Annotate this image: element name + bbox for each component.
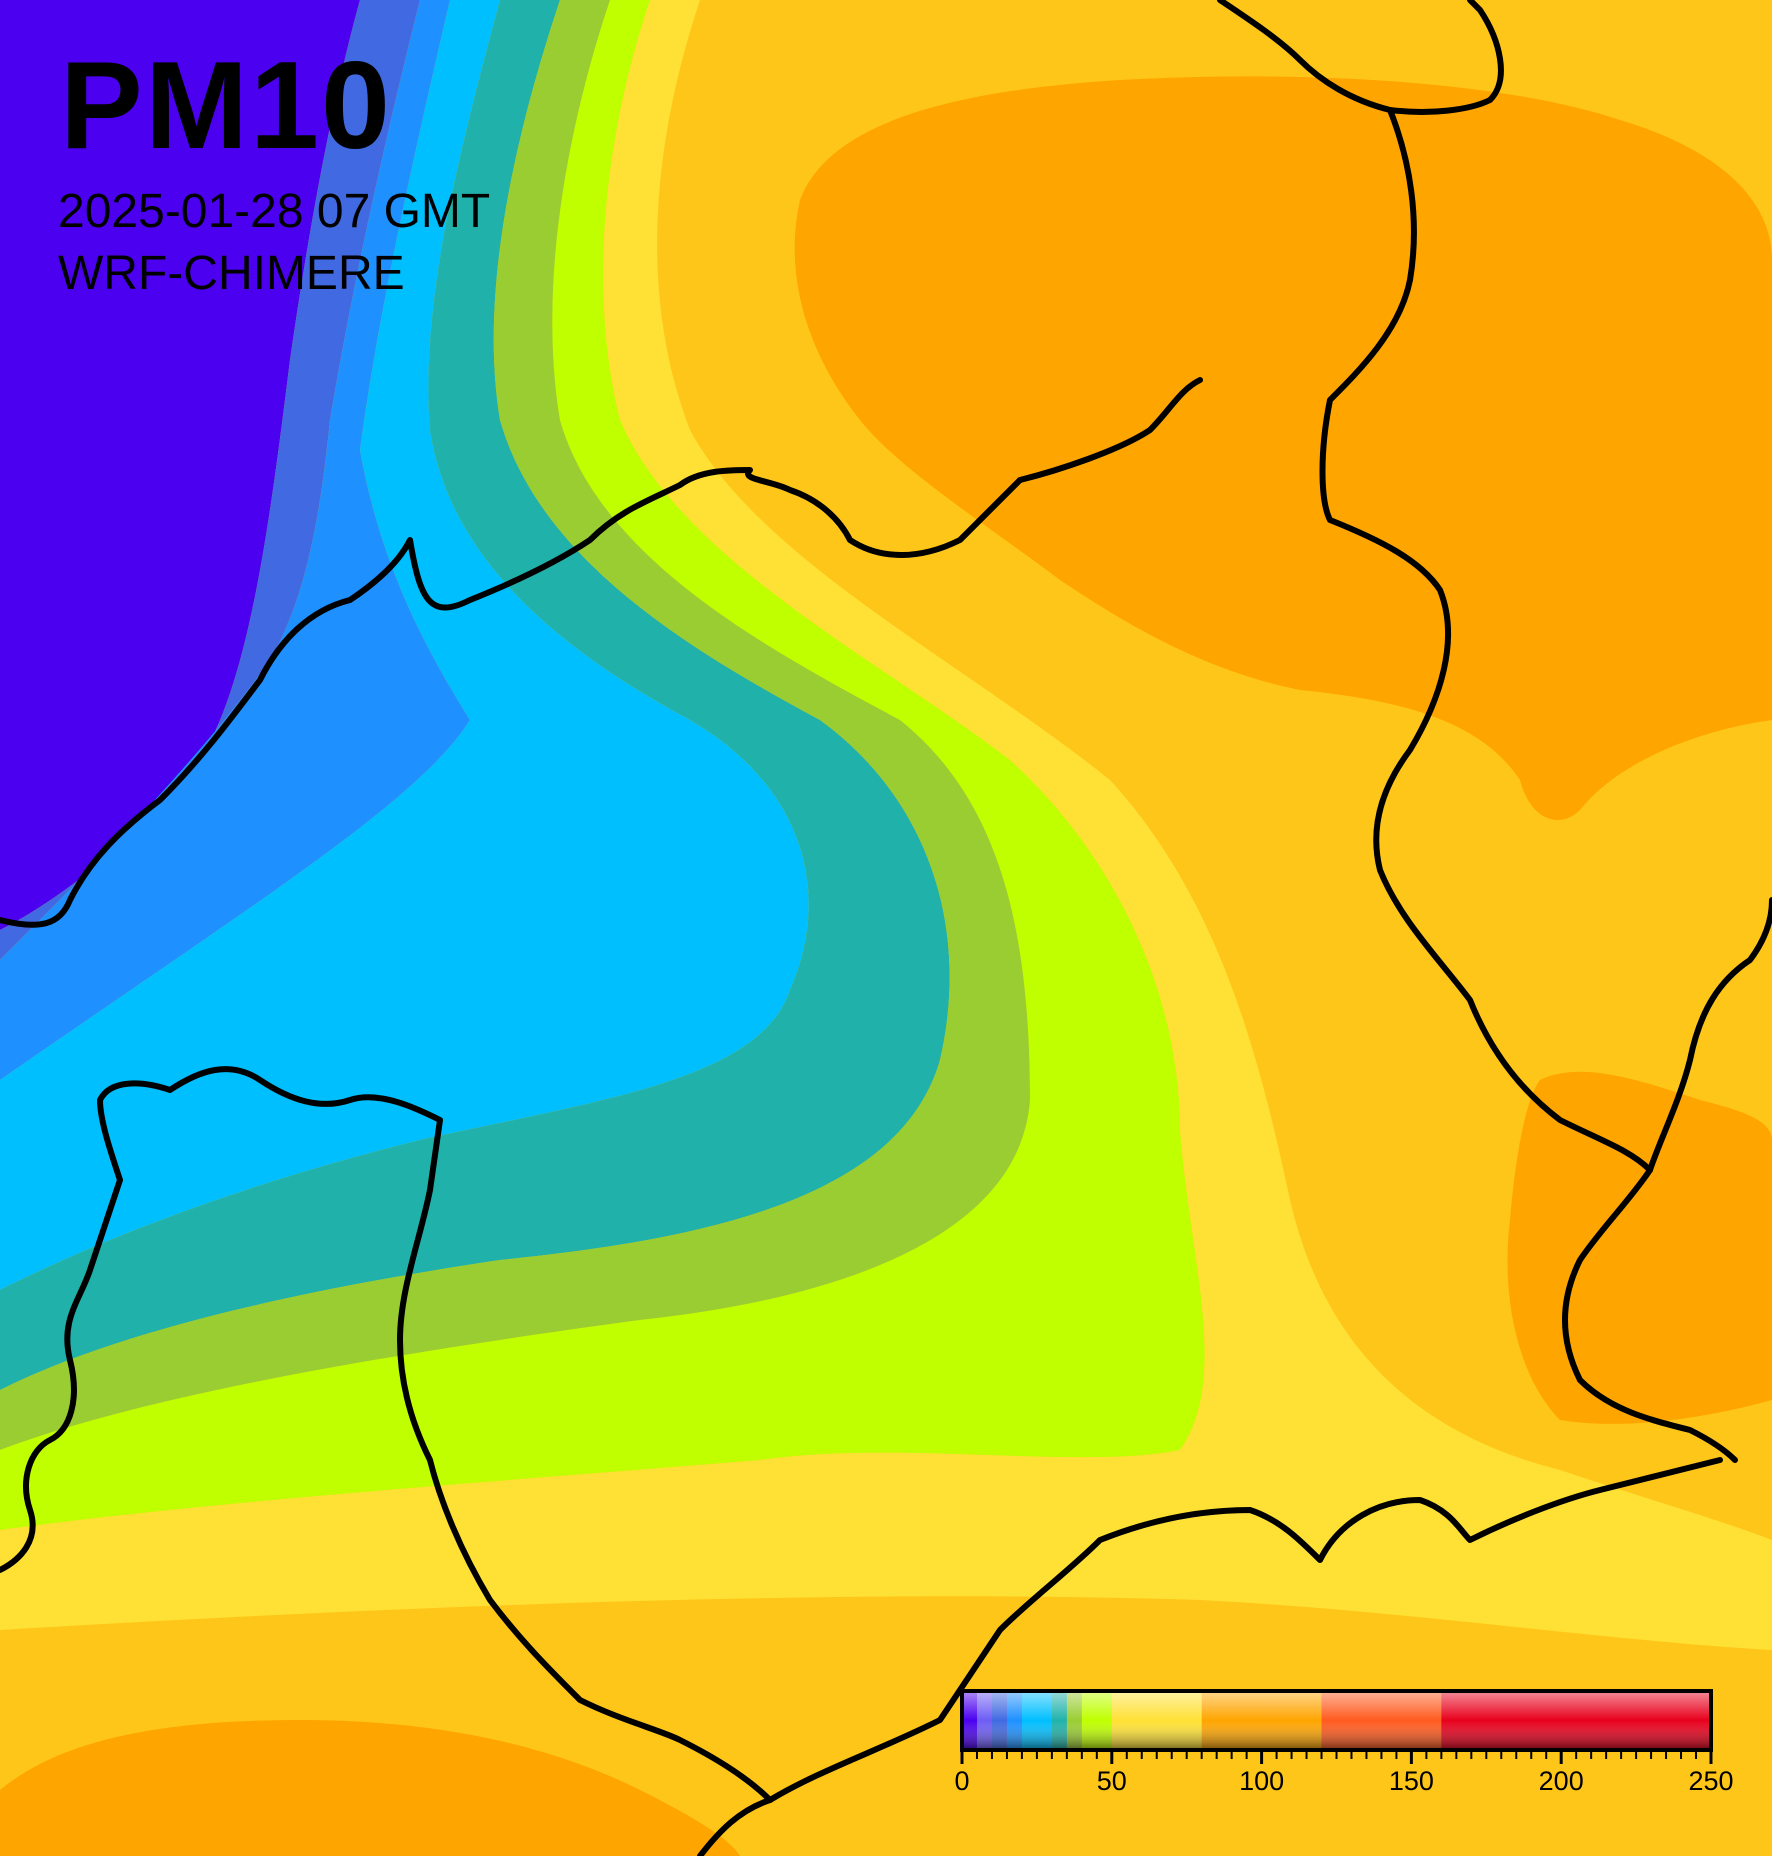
field-low-violet — [0, 0, 360, 930]
colorbar-tick-label: 200 — [1539, 1766, 1584, 1796]
forecast-datetime: 2025-01-28 07 GMT — [58, 185, 491, 238]
coastline-east — [1647, 897, 1772, 1173]
field-slate-blue — [0, 0, 420, 960]
colorbar-legend: 0 50 100 150 200 250 — [954, 1689, 1734, 1796]
colorbar-tick-label: 0 — [954, 1766, 969, 1796]
colorbar-tick-label: 150 — [1389, 1766, 1434, 1796]
field-orange-south — [0, 1720, 740, 1856]
map-title: PM10 — [60, 37, 392, 175]
colorbar-tick-labels: 0 50 100 150 200 250 — [954, 1766, 1733, 1796]
border-west-south — [0, 1066, 773, 1856]
colorbar-shading — [962, 1691, 1711, 1750]
field-orange-north — [794, 76, 1772, 821]
field-orange-east — [1507, 1071, 1772, 1424]
colorbar-tick-label: 50 — [1097, 1766, 1127, 1796]
field-dodger-blue — [0, 0, 470, 1080]
coastline-peninsula — [1562, 1167, 1738, 1463]
model-name: WRF-CHIMERE — [58, 247, 405, 300]
field-lime — [0, 0, 1205, 1530]
colorbar-tick-label: 100 — [1239, 1766, 1284, 1796]
coastline-south — [767, 1457, 1723, 1803]
field-sky-blue — [0, 0, 809, 1290]
coastline-north — [0, 467, 1023, 928]
field-olive — [0, 0, 1030, 1450]
border-central — [1319, 107, 1653, 1173]
colorbar-tick-label: 250 — [1688, 1766, 1733, 1796]
coastline-channel — [1017, 377, 1203, 483]
colorbar-ticks — [960, 1750, 1713, 1764]
field-yellow — [0, 0, 1772, 1650]
